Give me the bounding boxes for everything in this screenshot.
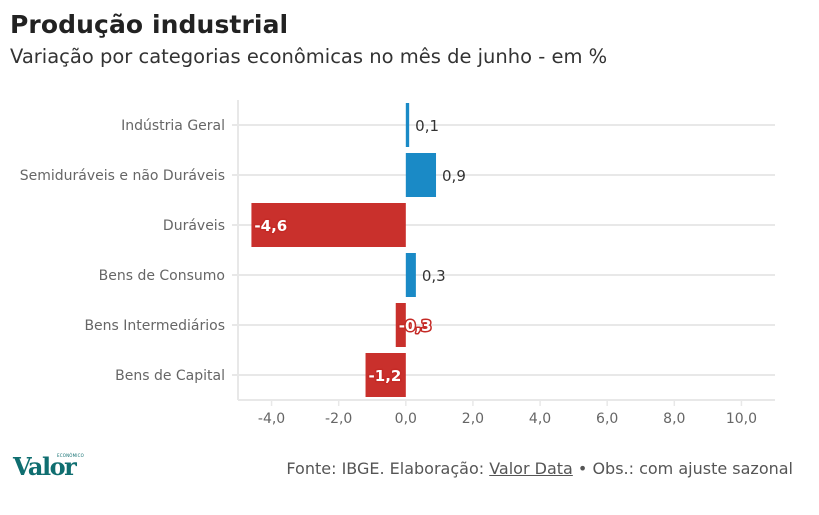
source-note: Fonte: IBGE. Elaboração: Valor Data • Ob…	[286, 459, 793, 478]
category-label: Indústria Geral	[121, 118, 225, 134]
bar[interactable]	[405, 103, 410, 147]
value-label: 0,3	[422, 267, 446, 285]
category-label: Semiduráveis e não Duráveis	[20, 168, 225, 184]
source-prefix: Fonte: IBGE. Elaboração:	[286, 459, 490, 478]
x-tick-label: -4,0	[258, 411, 285, 427]
x-tick-label: -2,0	[325, 411, 352, 427]
category-label: Bens de Consumo	[99, 268, 225, 284]
bar[interactable]	[395, 303, 406, 347]
category-label: Bens de Capital	[115, 368, 225, 384]
bar[interactable]	[251, 203, 406, 247]
source-suffix: • Obs.: com ajuste sazonal	[572, 459, 793, 478]
x-tick-label: 2,0	[462, 411, 484, 427]
chart-subtitle: Variação por categorias econômicas no mê…	[10, 45, 608, 68]
category-label: Duráveis	[163, 218, 225, 234]
x-tick-label: 6,0	[596, 411, 618, 427]
x-tick-label: 0,0	[395, 411, 417, 427]
value-label: 0,1	[415, 117, 439, 135]
bars-layer	[251, 103, 437, 397]
bar[interactable]	[365, 353, 406, 397]
x-axis: -4,0 -2,0 0,0 2,0 4,0 6,0 8,0 10,0	[258, 400, 757, 427]
x-tick-label: 10,0	[726, 411, 757, 427]
valor-logo[interactable]: Valor ECONÔMICO	[13, 449, 84, 483]
chart-title: Produção industrial	[10, 10, 289, 39]
valor-data-link[interactable]: Valor Data	[489, 459, 573, 478]
labels-layer: Indústria Geral 0,1 Semiduráveis e não Dur…	[20, 117, 466, 387]
category-label: Bens Intermediários	[84, 318, 225, 334]
x-tick-label: 8,0	[663, 411, 685, 427]
value-label: -0,3	[399, 317, 432, 335]
logo-text: Valor	[13, 452, 77, 481]
bar[interactable]	[405, 253, 416, 297]
logo-subtext: ECONÔMICO	[57, 453, 84, 458]
bar[interactable]	[405, 153, 437, 197]
x-tick-label: 4,0	[529, 411, 551, 427]
value-label: -1,2	[369, 367, 402, 385]
grid-layer	[232, 100, 775, 401]
value-label: 0,9	[442, 167, 466, 185]
value-label: -4,6	[254, 217, 287, 235]
